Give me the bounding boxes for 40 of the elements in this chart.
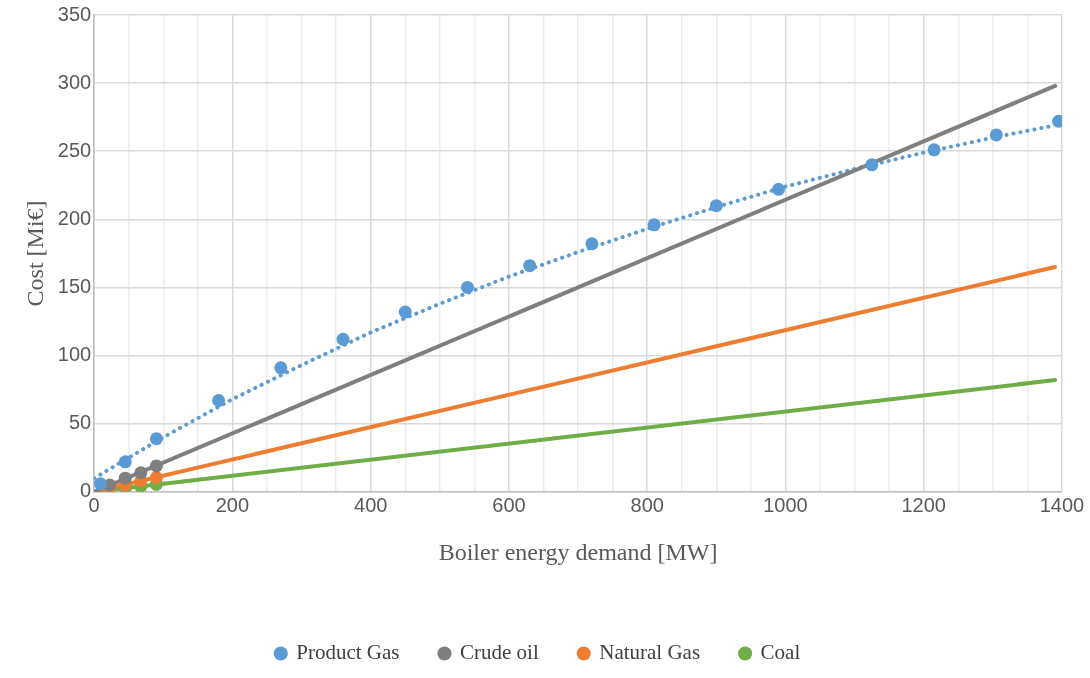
point <box>709 199 723 213</box>
x-tick-label: 200 <box>215 494 250 517</box>
point <box>274 361 288 375</box>
y-tick-label: 200 <box>57 206 92 229</box>
y-tick-label: 300 <box>57 70 92 93</box>
x-tick-label: 800 <box>630 494 664 517</box>
point <box>865 158 879 172</box>
point <box>94 477 107 491</box>
point <box>149 432 163 446</box>
y-tick-label: 250 <box>57 138 92 161</box>
y-tick-label: 350 <box>57 2 92 25</box>
legend-label: Coal <box>760 640 801 665</box>
y-tick-label: 100 <box>57 343 92 366</box>
point <box>118 455 132 469</box>
point <box>585 237 599 251</box>
y-tick-label: 50 <box>68 411 92 434</box>
point <box>336 332 350 346</box>
point <box>134 466 148 480</box>
legend-label: Product Gas <box>296 640 400 665</box>
point <box>927 143 941 157</box>
x-tick-label: 1000 <box>763 494 808 517</box>
x-axis-title: Boiler energy demand [MW] <box>438 539 718 566</box>
x-tick-label: 400 <box>354 494 388 517</box>
legend-label: Crude oil <box>459 640 539 665</box>
x-tick-label: 600 <box>492 494 526 517</box>
point <box>398 305 412 319</box>
point <box>118 471 132 485</box>
point <box>460 280 474 294</box>
point <box>647 218 661 232</box>
point <box>772 182 786 196</box>
point <box>989 128 1003 142</box>
point <box>149 459 163 473</box>
x-tick-label: 1200 <box>901 494 946 517</box>
x-tick-label: 1400 <box>1039 494 1085 517</box>
point <box>523 259 537 273</box>
point <box>212 394 226 408</box>
y-tick-label: 150 <box>57 274 92 297</box>
y-axis-title: Cost [Mi€] <box>21 200 48 307</box>
point <box>149 471 163 484</box>
legend-label: Natural Gas <box>599 640 701 665</box>
